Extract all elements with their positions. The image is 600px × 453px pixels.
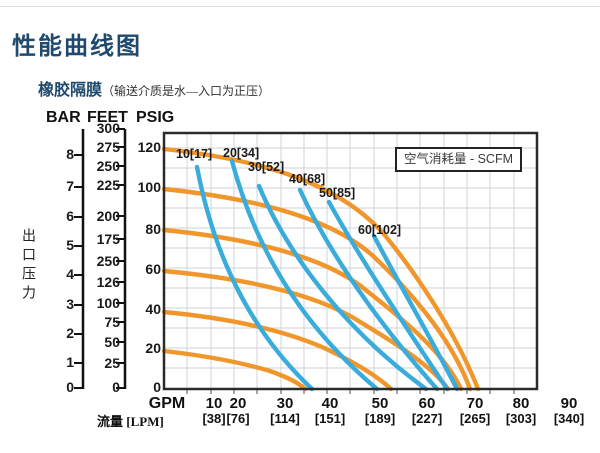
feet-tick: 0 [112,379,120,395]
bar-tick: 5 [66,237,74,253]
air-curve-60scfm [371,233,460,392]
psig-tick: 100 [137,179,161,195]
bar-tick: 4 [66,266,74,282]
legend-box: 空气消耗量 - SCFM [395,147,522,172]
feet-tick: 175 [96,231,120,247]
gpm-tick: 20 [229,395,247,412]
feet-axis-ticks [116,128,125,389]
feet-axis-header: FEET [87,109,128,126]
psig-tick: 40 [145,301,161,317]
gpm-tick: 50 [371,395,389,412]
lpm-tick: [189] [364,411,396,426]
top-divider [0,6,600,7]
air-curve-40scfm [297,187,440,392]
lpm-tick: [340] [553,411,585,426]
lpm-tick: [76] [226,411,250,426]
air-curve-30scfm [256,183,429,392]
gpm-tick: 10 [205,395,223,412]
air-curve-label-50: 50[85] [319,186,356,200]
x-unit-lpm: 流量 [LPM] [97,414,164,429]
feet-tick: 250 [96,253,120,269]
air-curve-label-20: 20[34] [223,146,260,160]
gpm-tick: 70 [466,395,484,412]
lpm-tick: [38] [202,411,226,426]
x-axis-minor-ticks [186,389,515,394]
grid-horizontal-lines [164,147,537,369]
discharge-curve-60psig [161,268,451,392]
bar-tick: 6 [66,208,74,224]
air-curve-50scfm [326,199,450,392]
feet-tick: 300 [96,120,120,136]
chart-subtitle: 橡胶隔膜（输送介质是水—入口为正压） [38,76,270,100]
page-title: 性能曲线图 [12,34,142,60]
subtitle-note: （输送介质是水—入口为正压） [102,84,271,98]
air-curve-10scfm [194,164,315,392]
feet-tick: 225 [96,177,120,193]
legend-label: 空气消耗量 - SCFM [403,152,514,166]
bar-tick: 3 [66,296,74,312]
bar-tick: 0 [66,379,74,395]
feet-tick: 50 [104,334,120,350]
discharge-curve-40psig [161,309,394,392]
gpm-tick: 30 [276,395,294,412]
feet-tick: 200 [96,208,120,224]
gpm-tick: 40 [321,395,339,412]
air-curve-label-60: 60[102] [358,223,402,237]
feet-tick: 75 [104,314,120,330]
air-curve-label-10: 10[17] [176,147,213,161]
bar-axis-ticks [74,154,83,389]
grid-vertical-lines [186,133,515,389]
gpm-tick: 90 [560,395,578,412]
psig-axis-header: PSIG [136,109,175,126]
discharge-curve-100psig [161,186,473,392]
discharge-curve-80psig [161,227,464,392]
lpm-tick: [114] [270,411,300,426]
subtitle-main: 橡胶隔膜 [38,82,103,99]
x-unit-gpm: GPM [148,395,186,412]
bar-tick: 2 [66,325,74,341]
bar-tick: 8 [66,146,74,162]
psig-tick: 60 [145,261,161,277]
air-curve-20scfm [229,158,380,392]
lpm-tick: [151] [314,411,346,426]
plot-frame [162,131,539,391]
lpm-tick: [265] [459,411,491,426]
air-curve-label-30: 30[52] [248,160,285,174]
gpm-tick: 80 [512,395,530,412]
lpm-tick: [227] [411,411,443,426]
psig-tick: 20 [145,340,161,356]
feet-tick: 250 [96,158,120,174]
psig-tick: 120 [137,139,161,155]
bar-tick: 1 [66,354,74,370]
feet-tick: 126 [96,274,120,290]
feet-tick: 100 [96,295,120,311]
discharge-curve-120psig [161,146,481,392]
bar-tick: 7 [66,178,74,194]
psig-tick: 0 [153,379,161,395]
feet-tick: 25 [104,355,120,371]
discharge-curve-20psig [161,348,308,392]
y-axis-label: 出口压力 [20,228,35,304]
bar-axis-header: BAR [46,109,81,126]
lpm-tick: [303] [505,411,537,426]
gpm-tick: 60 [418,395,436,412]
feet-tick: 275 [96,139,120,155]
air-curve-label-40: 40[68] [289,172,326,186]
psig-tick: 80 [145,221,161,237]
